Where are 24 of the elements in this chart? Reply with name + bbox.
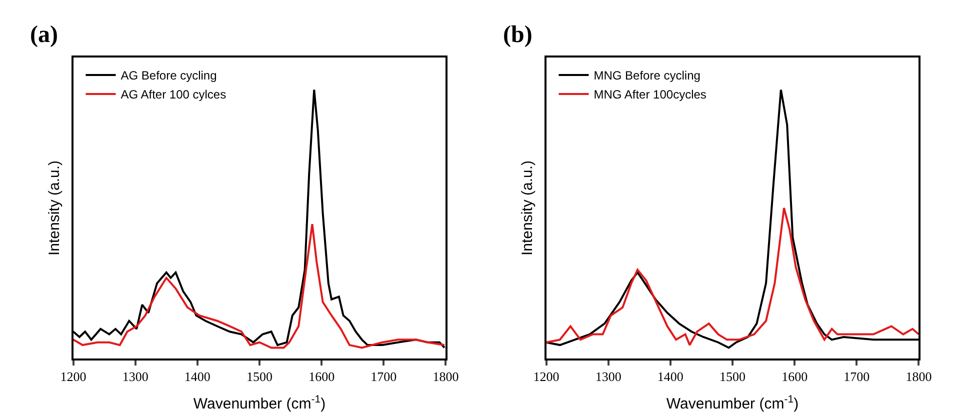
x-tick-label: 1600 xyxy=(782,369,808,384)
x-tick-label: 1500 xyxy=(246,369,272,384)
y-axis-title: Intensity (a.u.) xyxy=(46,160,64,256)
legend-label: AG After 100 cylces xyxy=(120,88,226,102)
legend-label: MNG After 100cycles xyxy=(594,88,706,102)
x-tick-label: 1800 xyxy=(906,369,932,384)
legend-label: AG Before cycling xyxy=(120,68,217,83)
legend-label: MNG Before cycling xyxy=(594,68,700,83)
x-tick-label: 1200 xyxy=(60,369,86,384)
chart-title: (b) xyxy=(503,22,532,48)
x-tick-label: 1700 xyxy=(844,369,870,384)
x-tick-label: 1300 xyxy=(122,369,148,384)
x-tick-label: 1700 xyxy=(370,369,397,384)
x-tick-label: 1400 xyxy=(657,369,684,384)
x-tick-label: 1200 xyxy=(533,369,560,384)
x-axis-title: Wavenumber (cm$^{-1}$) xyxy=(193,393,326,413)
x-tick-label: 1800 xyxy=(432,369,459,384)
y-axis-title: Intensity (a.u.) xyxy=(519,160,536,256)
x-tick-label: 1300 xyxy=(595,369,622,384)
x-tick-label: 1400 xyxy=(184,369,210,384)
chart-title: (a) xyxy=(30,22,58,48)
x-tick-label: 1600 xyxy=(308,369,335,384)
x-tick-label: 1500 xyxy=(719,369,746,384)
x-axis-title: Wavenumber (cm$^{-1}$) xyxy=(666,393,799,413)
